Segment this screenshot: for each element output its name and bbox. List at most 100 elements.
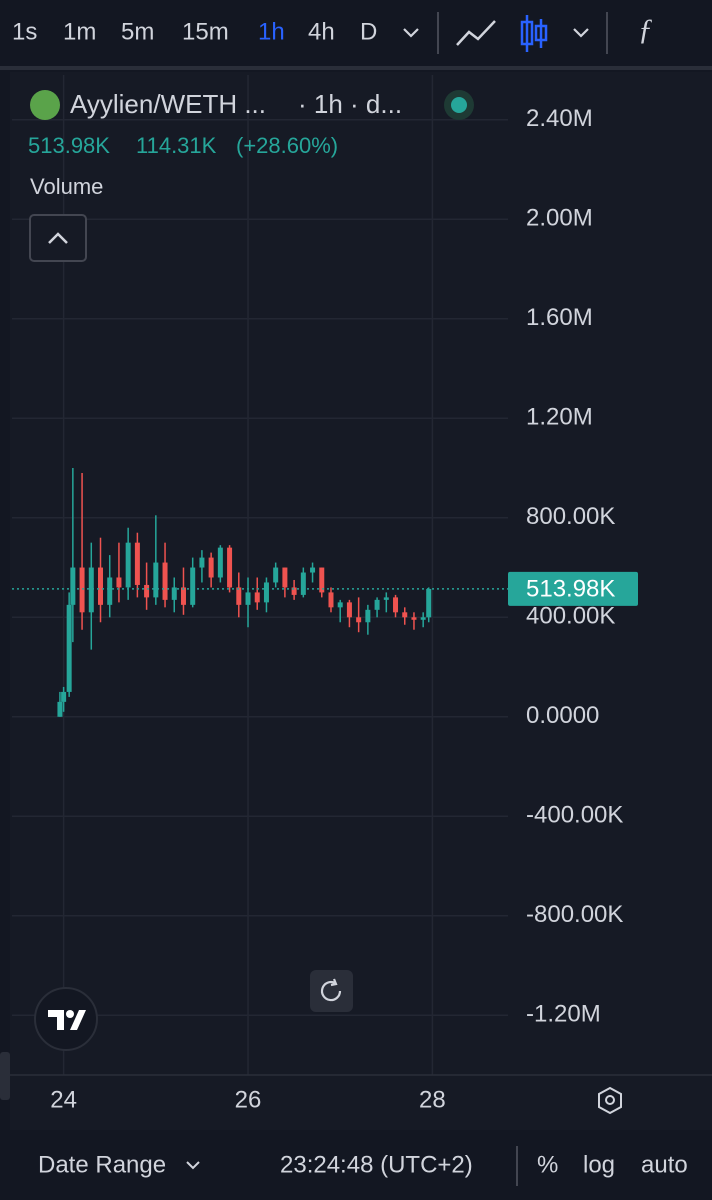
- candle-body: [420, 617, 426, 620]
- candle-body: [227, 547, 233, 588]
- date-range-menu: [186, 1161, 200, 1170]
- candle-body: [107, 577, 113, 605]
- percent-toggle[interactable]: %: [537, 1151, 558, 1178]
- y-tick-label: -400.00K: [526, 802, 623, 829]
- candle-body: [88, 567, 94, 613]
- last-price-label: 513.98K: [526, 575, 615, 602]
- candle-body: [171, 587, 177, 600]
- line-chart-button[interactable]: [456, 20, 496, 46]
- interval-button[interactable]: 1m: [63, 18, 96, 45]
- candle-body: [365, 609, 371, 623]
- footer: [0, 1130, 712, 1200]
- candle-body: [337, 602, 343, 608]
- candle-body: [328, 592, 334, 608]
- y-tick-label: 400.00K: [526, 603, 615, 630]
- candle-body: [245, 592, 251, 605]
- interval-button[interactable]: 1s: [12, 18, 37, 45]
- candle-body: [57, 701, 63, 717]
- x-tick-label: 28: [419, 1086, 446, 1113]
- candle-body: [116, 577, 122, 588]
- market-status: [451, 97, 467, 113]
- candle-body: [426, 588, 432, 618]
- last-value: 513.98K: [28, 133, 110, 158]
- y-tick-label: 1.60M: [526, 304, 593, 331]
- candle-body: [66, 604, 72, 692]
- side-toggle[interactable]: [0, 1052, 10, 1100]
- candle-body: [282, 567, 288, 588]
- settings-icon: [605, 1095, 615, 1105]
- candle-body: [190, 567, 196, 605]
- price-axis: 2.40M 2.00M 1.60M 1.20M 800.00K 400.00K 0.0000…: [508, 105, 638, 1028]
- interval-button[interactable]: 1h: [258, 18, 285, 45]
- candle-body: [254, 592, 260, 603]
- interval-button[interactable]: 4h: [308, 18, 335, 45]
- y-tick-label: 0.0000: [526, 702, 599, 729]
- candle-body: [273, 567, 279, 583]
- candle-body: [383, 597, 389, 600]
- candle-body: [125, 542, 131, 588]
- symbol-icon: [30, 90, 60, 120]
- collapse-icon: [48, 232, 68, 244]
- x-tick-label: 24: [50, 1086, 77, 1113]
- candle-chart-button[interactable]: [520, 15, 548, 52]
- settings-button[interactable]: [598, 1086, 622, 1115]
- change-value: 114.31K: [136, 133, 217, 158]
- candle-body: [402, 612, 408, 618]
- date-range-button[interactable]: Date Range: [38, 1151, 166, 1178]
- y-tick-label: 800.00K: [526, 503, 615, 530]
- candle-body: [356, 617, 362, 623]
- candle-body: [236, 587, 242, 605]
- chart-type-menu[interactable]: [573, 28, 589, 38]
- candle-body: [162, 562, 168, 600]
- last-price-tag: [508, 571, 638, 606]
- candle-body: [300, 572, 306, 595]
- candle-body: [199, 557, 205, 568]
- candle-body: [79, 567, 85, 613]
- interval-bar: 1s 1m 5m 15m 1h 4h D: [12, 18, 377, 45]
- time-axis: 24 26 28: [50, 1086, 445, 1113]
- reset-icon: [320, 978, 342, 1002]
- candle-body: [291, 587, 297, 595]
- interval-button[interactable]: 5m: [121, 18, 154, 45]
- candle-body: [393, 597, 399, 613]
- interval-button[interactable]: D: [360, 18, 377, 45]
- candle-body: [310, 567, 316, 573]
- candle-body: [411, 617, 417, 620]
- candle-body: [61, 691, 67, 702]
- tv-logo[interactable]: [34, 987, 98, 1051]
- change-percent: (+28.60%): [236, 133, 338, 158]
- candle-body: [319, 567, 325, 593]
- candle-body: [153, 562, 159, 598]
- y-tick-label: 2.40M: [526, 105, 593, 132]
- candle-body: [263, 582, 269, 603]
- candle-body: [346, 602, 352, 618]
- candle-body: [98, 567, 104, 605]
- collapse-button[interactable]: [29, 214, 87, 262]
- indicators-button[interactable]: ƒ: [638, 13, 653, 46]
- auto-toggle[interactable]: auto: [641, 1151, 688, 1178]
- x-tick-label: 26: [235, 1086, 262, 1113]
- reset-button[interactable]: [310, 970, 353, 1012]
- toolbar: [0, 0, 712, 68]
- tv-logo-mark: [48, 1010, 86, 1030]
- symbol-meta: · 1h · d...: [298, 89, 402, 119]
- candle-body: [217, 547, 223, 578]
- y-tick-label: 2.00M: [526, 205, 593, 232]
- log-toggle[interactable]: log: [583, 1151, 615, 1178]
- symbol-name[interactable]: Ayylien/WETH ...: [70, 89, 266, 119]
- clock[interactable]: 23:24:48 (UTC+2): [280, 1151, 473, 1178]
- y-tick-label: 1.20M: [526, 404, 593, 431]
- candle-body: [374, 599, 380, 610]
- interval-menu[interactable]: [403, 28, 419, 38]
- interval-button[interactable]: 15m: [182, 18, 229, 45]
- candle-body: [180, 587, 186, 605]
- candle-body: [208, 557, 214, 578]
- indicator-name: Volume: [30, 174, 103, 199]
- y-tick-label: -800.00K: [526, 901, 623, 928]
- y-tick-label: -1.20M: [526, 1001, 601, 1028]
- tv-logo-dot: [66, 1010, 74, 1018]
- candle-body: [70, 567, 76, 605]
- candle-body: [134, 542, 140, 585]
- candle-body: [144, 584, 150, 598]
